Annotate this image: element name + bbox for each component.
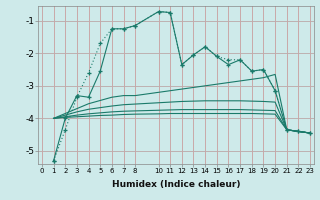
X-axis label: Humidex (Indice chaleur): Humidex (Indice chaleur) (112, 180, 240, 189)
